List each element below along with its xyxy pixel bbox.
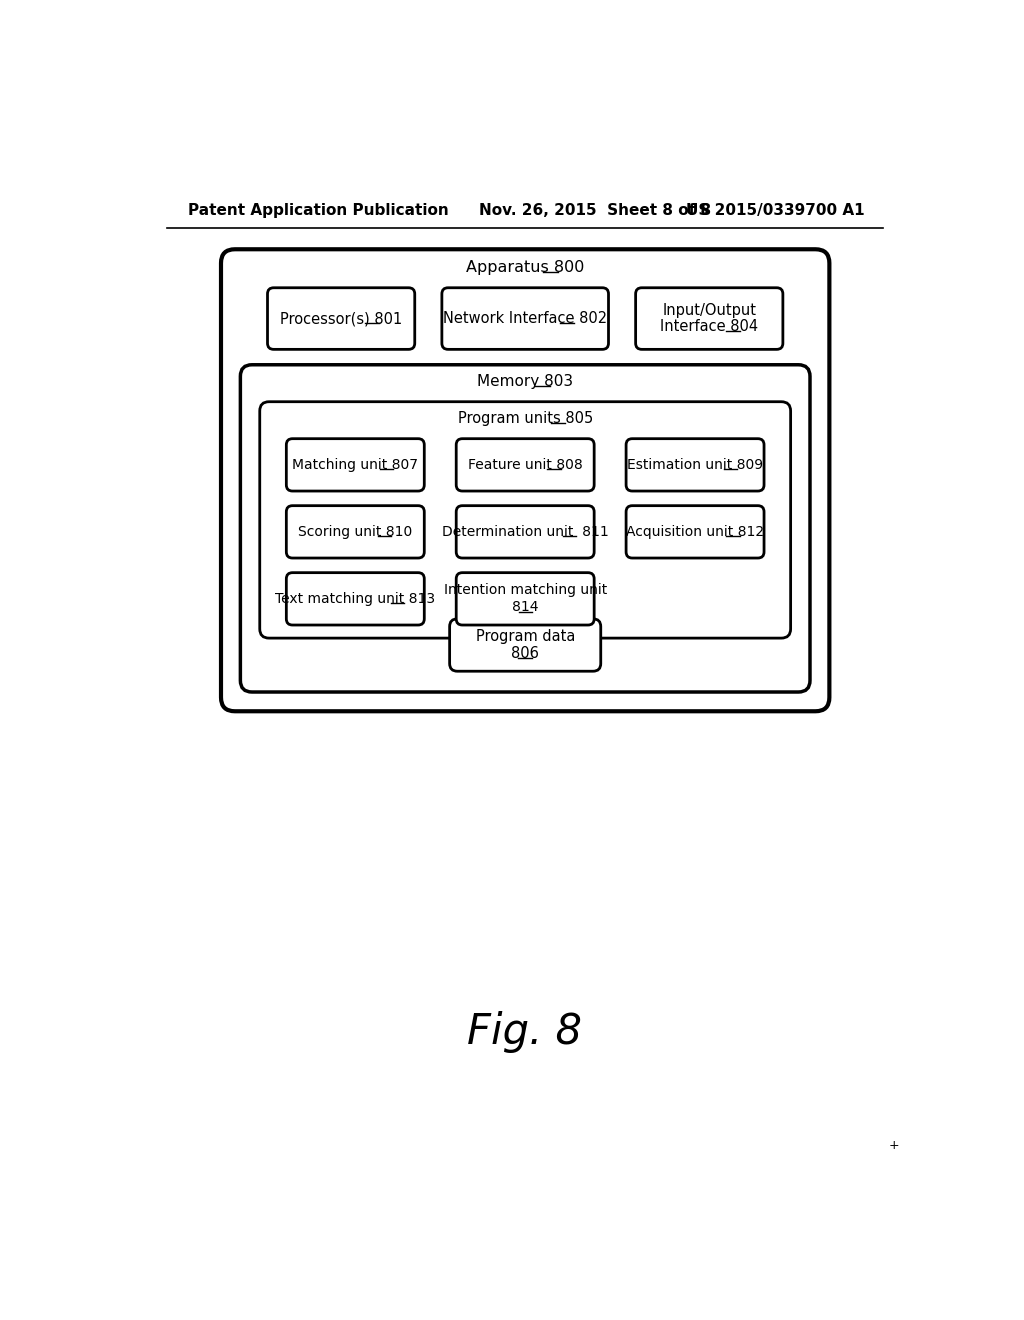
Text: Input/Output: Input/Output [663, 304, 757, 318]
FancyBboxPatch shape [442, 288, 608, 350]
FancyBboxPatch shape [241, 364, 810, 692]
Text: Matching unit 807: Matching unit 807 [292, 458, 419, 471]
FancyBboxPatch shape [636, 288, 783, 350]
Text: Program units 805: Program units 805 [458, 411, 593, 426]
Text: Intention matching unit: Intention matching unit [443, 583, 607, 598]
FancyBboxPatch shape [457, 573, 594, 626]
Text: Program data: Program data [475, 630, 574, 644]
Text: US 2015/0339700 A1: US 2015/0339700 A1 [686, 203, 864, 218]
Text: Nov. 26, 2015  Sheet 8 of 8: Nov. 26, 2015 Sheet 8 of 8 [479, 203, 712, 218]
Text: Network Interface 802: Network Interface 802 [443, 312, 607, 326]
Text: Feature unit 808: Feature unit 808 [468, 458, 583, 471]
FancyBboxPatch shape [450, 619, 601, 671]
Text: Memory 803: Memory 803 [477, 374, 573, 389]
FancyBboxPatch shape [287, 573, 424, 626]
FancyBboxPatch shape [626, 506, 764, 558]
FancyBboxPatch shape [457, 438, 594, 491]
Text: Processor(s) 801: Processor(s) 801 [280, 312, 402, 326]
FancyBboxPatch shape [457, 506, 594, 558]
Text: Interface 804: Interface 804 [660, 318, 759, 334]
Text: 814: 814 [512, 601, 539, 614]
FancyBboxPatch shape [260, 401, 791, 638]
Text: Fig. 8: Fig. 8 [467, 1011, 583, 1053]
Text: 806: 806 [511, 645, 539, 661]
Text: Estimation unit 809: Estimation unit 809 [627, 458, 763, 471]
Text: Patent Application Publication: Patent Application Publication [187, 203, 449, 218]
Text: Text matching unit 813: Text matching unit 813 [275, 591, 435, 606]
FancyBboxPatch shape [287, 506, 424, 558]
Text: Acquisition unit 812: Acquisition unit 812 [626, 525, 764, 539]
FancyBboxPatch shape [287, 438, 424, 491]
Text: +: + [889, 1139, 899, 1152]
FancyBboxPatch shape [626, 438, 764, 491]
Text: Apparatus 800: Apparatus 800 [466, 260, 585, 276]
Text: Determination unit  811: Determination unit 811 [441, 525, 608, 539]
Text: Scoring unit 810: Scoring unit 810 [298, 525, 413, 539]
FancyBboxPatch shape [221, 249, 829, 711]
FancyBboxPatch shape [267, 288, 415, 350]
